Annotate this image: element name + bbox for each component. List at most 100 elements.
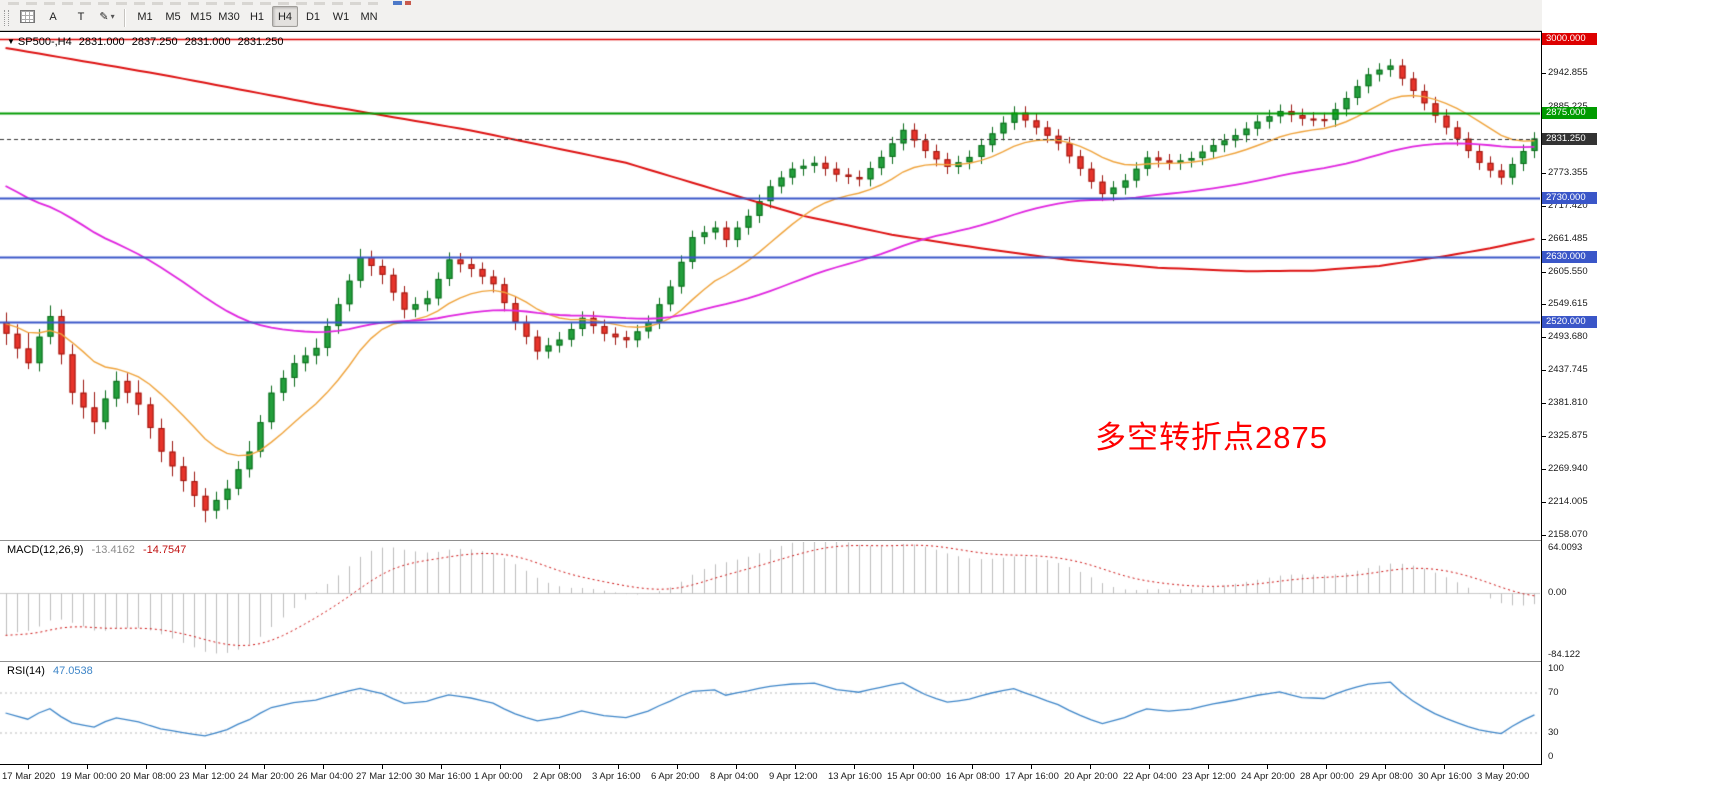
time-axis-label: 17 Apr 16:00	[1005, 771, 1059, 782]
symbol-collapse-icon[interactable]: ▼	[7, 37, 15, 46]
font-tool-button[interactable]: A	[49, 10, 57, 23]
time-axis-label: 3 Apr 16:00	[592, 771, 641, 782]
macd-main-value: -13.4162	[91, 544, 135, 556]
toolbar: A T ✎ ▾ M1 M5 M15 M30 H1 H4 D1 W1 MN	[0, 0, 1728, 31]
timeframe-button-m15[interactable]: M15	[190, 10, 212, 23]
bar-close: 2831.250	[237, 36, 284, 48]
time-axis-label: 13 Apr 16:00	[828, 771, 882, 782]
y-axis-label: 2661.485	[1548, 232, 1588, 244]
time-axis-tick	[1385, 765, 1386, 769]
time-axis-tick	[87, 765, 88, 769]
time-axis-label: 24 Mar 20:00	[238, 771, 294, 782]
chart-frame-bottom	[0, 764, 1728, 765]
timeframe-button-w1[interactable]: W1	[332, 10, 350, 23]
time-axis-label: 23 Apr 12:00	[1182, 771, 1236, 782]
y-axis-tick	[1542, 304, 1546, 306]
chevron-down-icon: ▾	[110, 12, 115, 21]
timeframe-button-h1[interactable]: H1	[249, 10, 265, 23]
time-axis-tick	[28, 765, 29, 769]
time-axis-label: 6 Apr 20:00	[651, 771, 700, 782]
time-axis-label: 24 Apr 20:00	[1241, 771, 1295, 782]
y-axis-label: 2269.940	[1548, 463, 1588, 475]
y-axis-label: 2885.225	[1548, 101, 1588, 112]
time-axis-tick	[1031, 765, 1032, 769]
time-axis-tick	[1208, 765, 1209, 769]
y-axis-label: 2549.615	[1548, 298, 1588, 310]
price-axis-line	[1541, 31, 1542, 764]
time-axis-label: 1 Apr 00:00	[474, 771, 523, 782]
y-axis-label: 2437.745	[1548, 364, 1588, 376]
time-axis-label: 30 Mar 16:00	[415, 771, 471, 782]
rsi-indicator-canvas[interactable]	[0, 663, 1540, 763]
chart-frame-top	[0, 31, 1728, 32]
time-axis-tick	[1326, 765, 1327, 769]
rsi-axis-label: 30	[1548, 727, 1559, 738]
time-axis-label: 17 Mar 2020	[2, 771, 56, 782]
time-axis-tick	[795, 765, 796, 769]
time-axis-label: 8 Apr 04:00	[710, 771, 759, 782]
time-axis-tick	[1149, 765, 1150, 769]
macd-axis-label: -84.122	[1548, 649, 1581, 660]
price-level-tag[interactable]: 2875.000	[1542, 106, 1597, 119]
y-axis-tick	[1542, 238, 1546, 240]
price-level-tag: 2831.250	[1542, 132, 1597, 145]
price-level-tag[interactable]: 2630.000	[1542, 251, 1597, 264]
price-chart-canvas[interactable]	[0, 32, 1540, 540]
macd-indicator-canvas[interactable]	[0, 542, 1540, 660]
draw-tool-button[interactable]: ✎ ▾	[96, 6, 118, 27]
price-scale[interactable]: 2942.855 2885.225 2773.355 2717.420 2661.485…	[1542, 0, 1728, 794]
toolbar-drag-handle[interactable]	[4, 10, 9, 26]
time-axis-label: 15 Apr 00:00	[887, 771, 941, 782]
timeframe-button-mn[interactable]: MN	[360, 10, 378, 23]
y-axis-tick	[1542, 370, 1546, 372]
timeframe-button-m1[interactable]: M1	[137, 10, 153, 23]
macd-signal-value: -14.7547	[142, 544, 187, 556]
time-axis-tick	[913, 765, 914, 769]
timeframe-button-h4[interactable]: H4	[272, 6, 298, 27]
macd-name: MACD(12,26,9)	[7, 544, 84, 556]
time-axis-tick	[1090, 765, 1091, 769]
pencil-icon: ✎	[99, 11, 109, 23]
y-axis-tick	[1542, 403, 1546, 405]
bar-low: 2831.000	[184, 36, 231, 48]
y-axis-label: 2773.355	[1548, 166, 1588, 178]
y-axis-tick	[1542, 502, 1546, 504]
time-axis-tick	[146, 765, 147, 769]
y-axis-label: 2381.810	[1548, 397, 1588, 409]
rsi-axis-label: 0	[1548, 751, 1554, 762]
time-axis-label: 9 Apr 12:00	[769, 771, 818, 782]
timeframe-button-m30[interactable]: M30	[218, 10, 240, 23]
price-level-tag[interactable]: 3000.000	[1542, 33, 1597, 46]
time-axis-label: 3 May 20:00	[1477, 771, 1530, 782]
y-axis-label: 2325.875	[1548, 430, 1588, 442]
bar-high: 2837.250	[131, 36, 178, 48]
time-axis-label: 2 Apr 08:00	[533, 771, 582, 782]
symbol-info-line: ▼ SP500-,H4 2831.000 2837.250 2831.000 28…	[7, 36, 288, 48]
chart-text-annotation[interactable]: 多空转折点2875	[1095, 420, 1328, 455]
y-axis-label: 2942.855	[1548, 66, 1588, 78]
rsi-panel-separator[interactable]	[0, 661, 1728, 662]
grid-icon-button[interactable]	[16, 6, 38, 27]
price-level-tag[interactable]: 2730.000	[1542, 192, 1597, 205]
time-axis-label: 26 Mar 04:00	[297, 771, 353, 782]
time-axis-label: 20 Mar 08:00	[120, 771, 176, 782]
time-scale[interactable]: 17 Mar 2020 19 Mar 00:00 20 Mar 08:00 23 Ma…	[0, 765, 1542, 794]
rsi-value: 47.0538	[52, 665, 93, 677]
timeframe-button-d1[interactable]: D1	[305, 10, 321, 23]
time-axis-tick	[441, 765, 442, 769]
timeframe-button-m5[interactable]: M5	[165, 10, 181, 23]
time-axis-tick	[1267, 765, 1268, 769]
time-axis-tick	[500, 765, 501, 769]
time-axis-label: 16 Apr 08:00	[946, 771, 1000, 782]
time-axis-tick	[677, 765, 678, 769]
macd-panel-separator[interactable]	[0, 540, 1728, 541]
rsi-name: RSI(14)	[7, 665, 45, 677]
price-level-tag[interactable]: 2520.000	[1542, 315, 1597, 328]
bar-open: 2831.000	[78, 36, 125, 48]
time-axis-tick	[1444, 765, 1445, 769]
macd-axis-label: 64.0093	[1548, 542, 1583, 553]
time-axis-label: 22 Apr 04:00	[1123, 771, 1177, 782]
y-axis-label: 2214.005	[1548, 496, 1588, 508]
text-tool-button[interactable]: T	[77, 10, 85, 23]
y-axis-label: 2717.420	[1548, 199, 1588, 211]
